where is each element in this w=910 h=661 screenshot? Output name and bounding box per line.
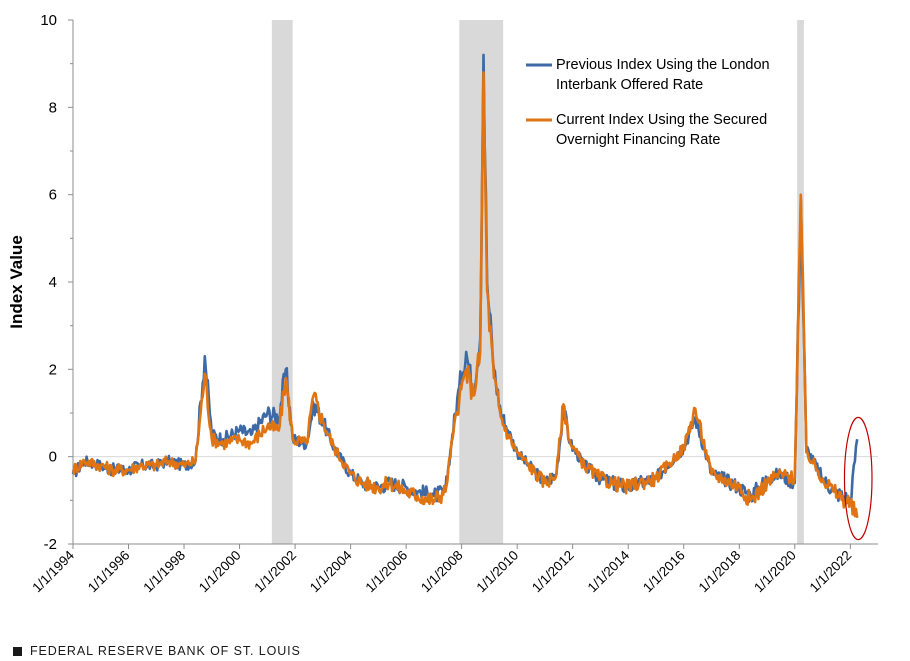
series-line-2 [71, 71, 859, 518]
y-tick-label: 6 [49, 187, 57, 204]
x-axis-ticks: 1/1/1994 1/1/1996 1/1/1998 1/1/2000 1/1/2002… [29, 544, 854, 595]
x-tick-label: 1/1/2018 [696, 548, 744, 596]
x-tick-label: 1/1/2012 [529, 548, 577, 596]
recession-shading [271, 20, 804, 544]
y-tick-label: -2 [44, 536, 57, 553]
legend-label-1-line1: Previous Index Using the London [556, 57, 770, 73]
highlight-ellipse [843, 416, 873, 541]
x-tick-label: 1/1/2020 [751, 548, 799, 596]
footer: FEDERAL RESERVE BANK OF ST. LOUIS [13, 644, 301, 658]
x-tick-label: 1/1/1998 [140, 548, 188, 596]
legend: Previous Index Using the London Interbank… [526, 57, 770, 148]
y-tick-label: 8 [49, 99, 57, 116]
legend-label-2-line2: Overnight Financing Rate [556, 132, 720, 148]
x-tick-label: 1/1/2008 [418, 548, 466, 596]
y-tick-label: 10 [40, 12, 57, 29]
x-tick-label: 1/1/2002 [251, 548, 299, 596]
x-tick-label: 1/1/2004 [307, 547, 355, 595]
y-axis-label: Index Value [7, 235, 26, 329]
legend-label-1-line2: Interbank Offered Rate [556, 77, 703, 93]
footer-source: FEDERAL RESERVE BANK OF ST. LOUIS [30, 644, 301, 658]
series-lines [71, 53, 859, 518]
x-tick-label: 1/1/2022 [807, 548, 855, 596]
annotation-layer [843, 416, 873, 541]
x-tick-label: 1/1/2016 [640, 548, 688, 596]
x-tick-label: 1/1/1996 [85, 548, 133, 596]
y-axis-ticks: -2 0 2 4 6 8 10 [40, 12, 73, 553]
legend-label-2-line1: Current Index Using the Secured [556, 112, 767, 128]
x-tick-label: 1/1/2006 [362, 548, 410, 596]
y-tick-label: 2 [49, 361, 57, 378]
x-tick-label: 1/1/2010 [474, 548, 522, 596]
x-tick-label: 1/1/2014 [585, 547, 633, 595]
footer-square-icon [13, 646, 22, 656]
y-tick-label: 4 [49, 274, 57, 291]
x-tick-label: 1/1/1994 [29, 547, 77, 595]
x-tick-label: 1/1/2000 [196, 548, 244, 596]
recession-band-1 [271, 20, 293, 544]
y-tick-label: 0 [49, 449, 57, 466]
